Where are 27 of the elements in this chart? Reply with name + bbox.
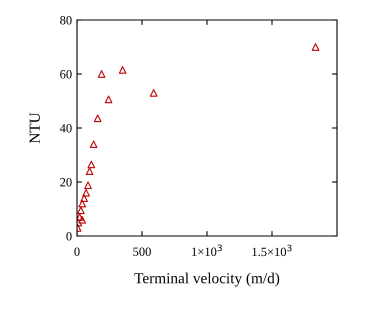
point <box>77 206 85 214</box>
point <box>90 140 98 148</box>
point <box>86 167 94 176</box>
point <box>150 89 158 97</box>
y-axis-title: NTU <box>30 112 40 144</box>
point <box>94 114 102 122</box>
y-tick-label: 20 <box>60 178 72 186</box>
x-tick-label: 500 <box>133 247 151 256</box>
point <box>82 188 90 197</box>
x-axis-title: Terminal velocity (m/d) <box>134 272 280 287</box>
point <box>78 200 86 208</box>
y-tick-label: 40 <box>60 124 72 132</box>
y-tick-label: 0 <box>66 232 72 240</box>
point <box>80 194 88 202</box>
x-tick-label: 1.5×10$^{3}$ <box>252 244 292 256</box>
point <box>78 216 86 224</box>
point <box>77 213 84 221</box>
y-tick-label: 80 <box>60 16 72 24</box>
y-tick-label: 60 <box>60 70 72 78</box>
point <box>312 43 320 51</box>
point <box>87 160 96 168</box>
point <box>104 96 112 104</box>
x-tick-label: 0 <box>74 247 80 256</box>
point <box>84 181 92 190</box>
point <box>98 70 106 78</box>
x-tick-label: 1×10$^{3}$ <box>192 244 222 256</box>
point <box>118 66 126 74</box>
